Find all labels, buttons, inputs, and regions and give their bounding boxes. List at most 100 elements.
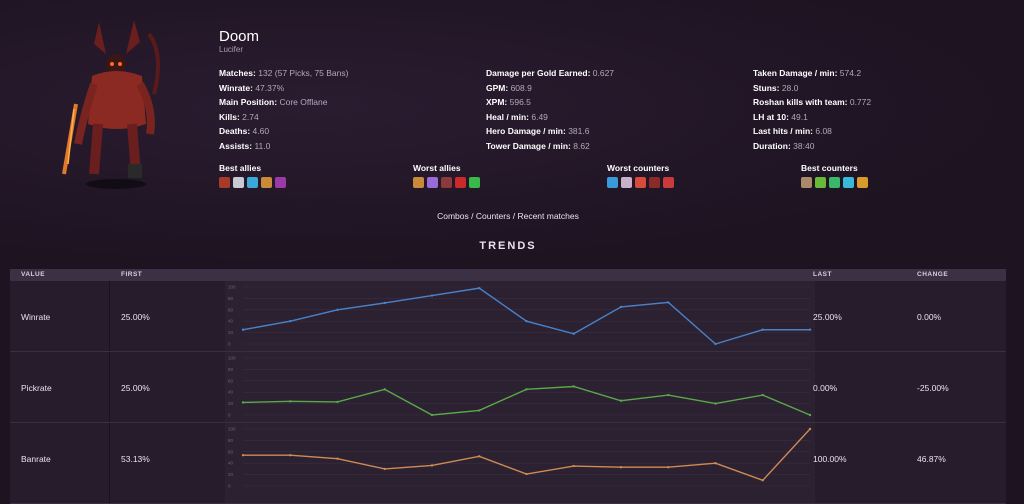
stat-taken-damage: Taken Damage / min: 574.2 xyxy=(753,68,862,78)
header-change: CHANGE xyxy=(917,271,949,278)
row-change: 46.87% xyxy=(917,454,946,464)
hero-icon[interactable] xyxy=(275,177,286,188)
data-point xyxy=(667,393,670,397)
data-point xyxy=(761,479,764,482)
hero-icon[interactable] xyxy=(427,177,438,188)
hero-icon[interactable] xyxy=(261,177,272,188)
worst-allies-title: Worst allies xyxy=(413,163,461,173)
y-tick-label: 60 xyxy=(228,449,234,454)
y-tick-label: 100 xyxy=(228,285,236,290)
y-tick-label: 100 xyxy=(228,356,236,361)
y-tick-label: 40 xyxy=(228,319,234,324)
hero-icon[interactable] xyxy=(857,177,868,188)
hero-portrait xyxy=(62,20,160,189)
data-point xyxy=(289,320,292,323)
stat-deaths: Deaths: 4.60 xyxy=(219,126,270,137)
stat-lh-at-10: LH at 10: 49.1 xyxy=(753,111,808,122)
row-name: Pickrate xyxy=(21,383,52,393)
header-first: FIRST xyxy=(121,271,143,278)
trend-row-pickrate: Pickrate 25.00% 100 80 60 40 20 0 0.00% -25.0… xyxy=(10,352,1006,423)
data-point xyxy=(430,464,434,467)
hero-icon[interactable] xyxy=(815,177,826,188)
y-tick-label: 0 xyxy=(228,413,231,418)
hero-icon[interactable] xyxy=(829,177,840,188)
data-point xyxy=(430,294,434,297)
data-point xyxy=(667,465,670,469)
y-tick-label: 0 xyxy=(228,342,231,347)
stat-damage-per-gold: Damage per Gold Earned: 0.627 xyxy=(486,68,615,78)
worst-counters-title: Worst counters xyxy=(607,163,670,173)
stat-heal-per-min: Heal / min: 6.49 xyxy=(486,111,548,122)
counters-link[interactable]: Counters xyxy=(475,211,511,221)
hero-icon[interactable] xyxy=(247,177,258,188)
data-point xyxy=(241,401,245,404)
recent-matches-link[interactable]: Recent matches xyxy=(517,211,579,221)
hero-icon[interactable] xyxy=(663,177,674,188)
stat-kills: Kills: 2.74 xyxy=(219,111,259,122)
stat-matches: Matches: 132 (57 Picks, 75 Bans) xyxy=(219,68,349,78)
y-tick-label: 20 xyxy=(228,401,234,406)
hero-icon[interactable] xyxy=(801,177,812,188)
y-tick-label: 60 xyxy=(228,378,234,383)
data-point xyxy=(430,413,434,417)
data-point xyxy=(336,400,339,404)
data-point xyxy=(667,301,670,304)
hero-icon[interactable] xyxy=(455,177,466,188)
data-point xyxy=(572,332,575,335)
hero-icon[interactable] xyxy=(219,177,230,188)
y-tick-label: 40 xyxy=(228,390,234,395)
hero-icon[interactable] xyxy=(649,177,660,188)
y-tick-label: 80 xyxy=(228,367,234,372)
hero-icon[interactable] xyxy=(635,177,646,188)
hero-icon[interactable] xyxy=(621,177,632,188)
hero-icon[interactable] xyxy=(413,177,424,188)
header-value: VALUE xyxy=(21,271,46,278)
hero-subtitle: Lucifer xyxy=(219,45,244,54)
row-change: -25.00% xyxy=(917,383,949,393)
stats-column-3: Taken Damage / min: 574.2 Stuns: 28.0 Ro… xyxy=(753,66,871,154)
data-point xyxy=(383,467,386,471)
trends-title: TRENDS xyxy=(479,240,537,252)
stats-column-1: Matches: 132 (57 Picks, 75 Bans) Winrate… xyxy=(219,66,348,154)
y-tick-label: 100 xyxy=(228,427,236,432)
data-point xyxy=(761,393,764,397)
data-point xyxy=(619,465,623,469)
data-point xyxy=(714,462,717,465)
stats-column-2: Damage per Gold Earned: 0.627 GPM: 608.9… xyxy=(486,66,614,154)
header-last: LAST xyxy=(813,271,832,278)
data-point xyxy=(619,305,623,309)
hero-icon[interactable] xyxy=(233,177,244,188)
stat-gpm: GPM: 608.9 xyxy=(486,82,532,93)
data-point xyxy=(761,328,764,331)
row-change: 0.00% xyxy=(917,312,942,322)
row-name: Winrate xyxy=(21,312,51,322)
data-point xyxy=(572,385,575,388)
y-tick-label: 0 xyxy=(228,484,231,489)
hero-name: Doom xyxy=(219,28,260,45)
hero-icon[interactable] xyxy=(607,177,618,188)
best-allies: Best allies xyxy=(219,163,286,188)
data-point xyxy=(714,342,717,346)
data-point xyxy=(289,454,292,457)
hero-icon[interactable] xyxy=(843,177,854,188)
data-point xyxy=(383,301,386,305)
stat-winrate: Winrate: 47.37% xyxy=(219,82,285,93)
stat-assists: Assists: 11.0 xyxy=(219,140,271,151)
y-tick-label: 40 xyxy=(228,461,234,466)
trend-row-winrate: Winrate 25.00% 100 80 60 40 20 0 25.00% 0.00% xyxy=(10,281,1006,352)
combos-link[interactable]: Combos xyxy=(437,211,469,221)
y-tick-label: 60 xyxy=(228,307,234,312)
row-first: 25.00% xyxy=(121,383,150,393)
winrate-chart: 100 80 60 40 20 0 xyxy=(225,281,815,351)
best-counters-title: Best counters xyxy=(801,163,858,173)
hero-icon[interactable] xyxy=(441,177,452,188)
data-point xyxy=(478,409,481,412)
hero-icon[interactable] xyxy=(469,177,480,188)
best-allies-title: Best allies xyxy=(219,163,262,173)
y-tick-label: 20 xyxy=(228,330,234,335)
stat-main-position: Main Position: Core Offlane xyxy=(219,97,328,108)
data-point xyxy=(383,388,386,391)
hero-links: Combos / Counters / Recent matches xyxy=(437,211,579,221)
hero-header: Doom Lucifer Matches: 132 (57 Picks, 75 … xyxy=(0,0,1024,268)
trend-row-banrate: Banrate 53.13% 100 80 60 40 20 0 100.00% 46.8… xyxy=(10,423,1006,504)
